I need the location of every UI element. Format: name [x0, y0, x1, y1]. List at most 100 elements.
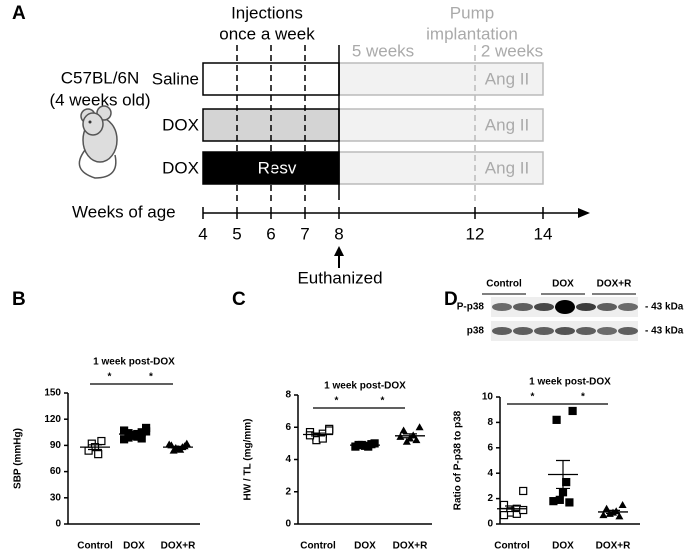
significance-label: * — [335, 396, 339, 407]
point — [169, 446, 178, 454]
blot-row-label: P-p38 — [457, 302, 485, 313]
blot-row-label: p38 — [467, 326, 485, 337]
y-tick-label: 8 — [285, 390, 291, 401]
y-tick-label: 150 — [44, 388, 61, 399]
timeline-arrow — [578, 208, 590, 218]
point — [409, 431, 418, 439]
post-bar — [338, 108, 544, 142]
y-tick-label: 90 — [50, 440, 62, 451]
blot-band — [534, 327, 554, 335]
y-tick-label: 2 — [487, 493, 493, 504]
timeline-tick-label: 12 — [466, 224, 485, 243]
chart-title: 1 week post-DOX — [324, 381, 406, 392]
error-bar — [556, 459, 570, 490]
blot-band — [576, 303, 596, 311]
error-bar — [606, 509, 620, 515]
blot-band — [513, 303, 533, 311]
point — [552, 415, 561, 424]
x-tick-label: Control — [300, 541, 336, 552]
significance-label: * — [149, 372, 153, 383]
blot-size: - 43 kDa — [645, 302, 684, 313]
point — [565, 498, 574, 507]
axis-label: Weeks of age — [72, 202, 176, 221]
row-label: DOX — [162, 158, 199, 177]
blot-size: - 43 kDa — [645, 326, 684, 337]
blot-group: DOX+R — [597, 279, 633, 290]
point — [415, 423, 424, 431]
post-label: Ang II — [485, 69, 529, 88]
timeline-tick-label: 14 — [534, 224, 553, 243]
point — [499, 511, 509, 520]
y-axis-label: SBP (mmHg) — [13, 428, 24, 489]
panel-label: C — [232, 289, 246, 310]
pump-label: implantation — [426, 24, 518, 43]
period-label: 2 weeks — [481, 41, 543, 60]
x-tick-label: DOX — [552, 541, 574, 552]
point — [142, 427, 151, 436]
period-label: 5 weeks — [352, 41, 414, 60]
point — [519, 505, 528, 515]
significance-label: * — [581, 392, 585, 403]
significance-label: * — [108, 372, 112, 383]
point — [519, 486, 528, 496]
x-tick-label: DOX+R — [596, 541, 632, 552]
point — [549, 497, 558, 506]
row-label: Saline — [152, 69, 199, 88]
error-bar — [358, 444, 372, 447]
y-tick-label: 4 — [487, 468, 493, 479]
significance-label: * — [531, 392, 535, 403]
point — [119, 435, 129, 444]
strain: C57BL/6N — [61, 68, 139, 87]
injections-label: Injections — [231, 3, 303, 22]
error-bar — [171, 445, 185, 449]
y-tick-label: 0 — [487, 519, 493, 530]
blot-band — [555, 300, 575, 314]
timeline-tick-label: 5 — [232, 224, 241, 243]
timeline-tick-label: 4 — [198, 224, 207, 243]
blot-band — [513, 327, 533, 335]
y-tick-label: 120 — [44, 414, 61, 425]
panel-label: B — [12, 289, 26, 310]
panel-label: A — [12, 3, 26, 24]
blot-band — [597, 327, 617, 335]
blot-band — [597, 303, 617, 311]
y-tick-label: 0 — [55, 519, 61, 530]
injections-label: once a week — [219, 24, 315, 43]
timeline-tick-label: 7 — [300, 224, 309, 243]
post-bar — [338, 151, 544, 185]
chart-title: 1 week post-DOX — [529, 377, 611, 388]
x-tick-label: DOX — [123, 541, 145, 552]
y-axis-label: Ratio of P-p38 to p38 — [453, 410, 464, 510]
significance-label: * — [381, 396, 385, 407]
y-tick-label: 10 — [482, 392, 494, 403]
blot-group: Control — [486, 279, 522, 290]
panel-label: D — [444, 289, 458, 310]
y-tick-label: 6 — [285, 422, 291, 433]
y-tick-label: 60 — [50, 466, 62, 477]
y-tick-label: 30 — [50, 492, 62, 503]
point — [176, 445, 185, 453]
point — [599, 511, 608, 519]
blot-band — [492, 327, 512, 335]
post-label: Ang II — [485, 115, 529, 134]
blot-band — [576, 327, 596, 335]
point — [137, 434, 146, 443]
error-bar — [403, 433, 417, 439]
x-tick-label: DOX — [354, 541, 376, 552]
error-bar — [311, 432, 325, 437]
point — [84, 446, 93, 455]
blot-band — [555, 327, 575, 335]
point — [562, 477, 571, 487]
point — [402, 437, 411, 445]
point — [618, 500, 627, 508]
event-arrowhead — [334, 246, 344, 256]
y-tick-label: 8 — [487, 417, 493, 428]
y-tick-label: 2 — [285, 486, 291, 497]
timeline-tick-label: 8 — [334, 224, 343, 243]
point — [558, 488, 568, 497]
y-tick-label: 0 — [285, 519, 291, 530]
point — [94, 450, 103, 459]
point — [412, 436, 421, 444]
post-bar — [338, 62, 544, 96]
x-tick-label: Control — [77, 541, 113, 552]
